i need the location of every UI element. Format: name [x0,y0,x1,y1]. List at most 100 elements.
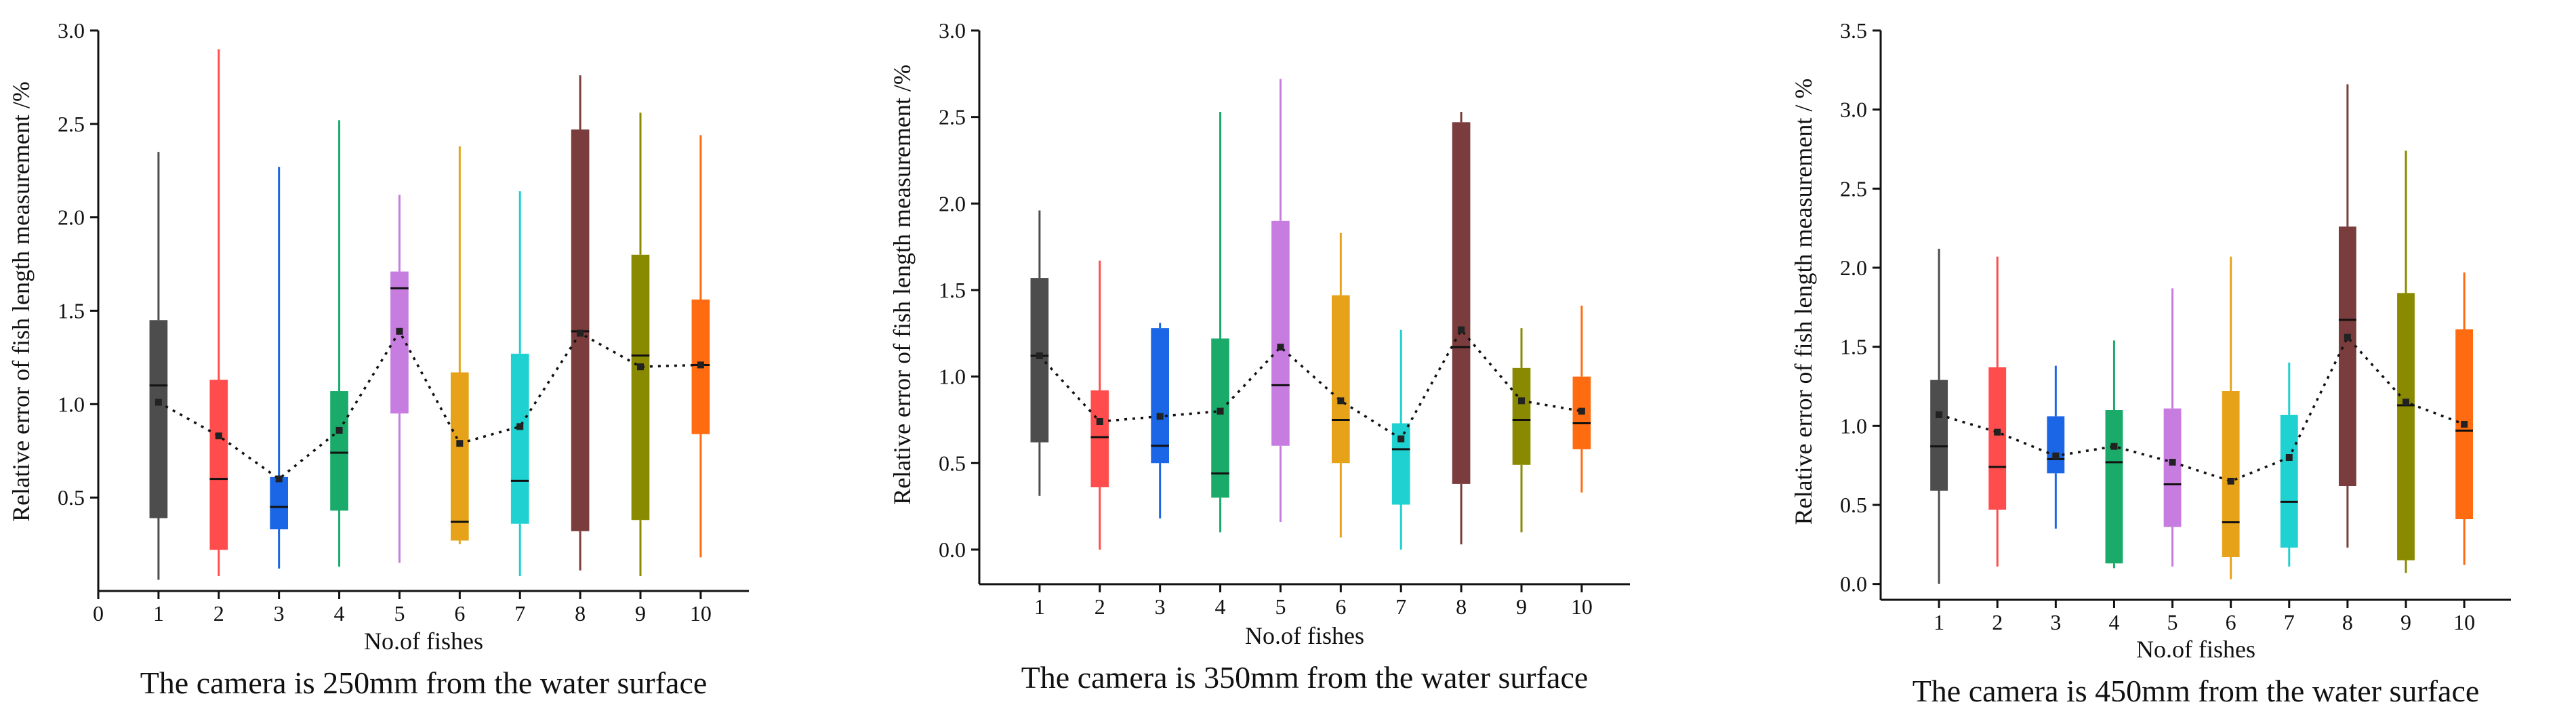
x-axis-title: No.of fishes [2136,636,2255,663]
y-tick-label: 0.5 [1840,493,1867,517]
mean-marker [215,432,222,440]
box-fish-8 [2338,84,2356,548]
box-fish-10 [691,135,710,558]
y-tick-label: 2.0 [1840,256,1867,280]
x-tick-label: 9 [1516,594,1527,619]
mean-marker [1036,352,1043,359]
y-axis-title: Relative error of fish length measuremen… [888,64,916,505]
box-iqr [1988,367,2007,510]
box-iqr [2338,226,2356,486]
box-iqr [1151,328,1169,464]
x-tick-label: 10 [2453,610,2475,634]
x-tick-label: 9 [635,601,646,626]
x-tick-label: 6 [2226,610,2236,634]
mean-trend-line [158,329,701,481]
x-tick-label: 3 [274,601,285,626]
mean-trend-line [1938,335,2465,483]
y-tick-label: 3.0 [939,18,966,43]
box-iqr [510,353,529,524]
box-iqr [1332,295,1350,464]
mean-marker [1578,407,1585,415]
x-tick-label: 8 [1456,594,1467,619]
x-tick-label: 9 [2400,610,2411,634]
box-fish-8 [571,75,590,571]
x-tick-label: 2 [1992,610,2003,634]
y-tick-label: 2.5 [58,112,85,136]
box-fish-2 [1090,260,1109,550]
box-iqr [1930,380,1948,491]
box-fish-5 [2163,288,2182,567]
box-fish-1 [1930,249,1948,584]
box-iqr [330,391,348,511]
mean-marker [2169,459,2176,466]
y-tick-label: 1.5 [58,299,85,323]
mean-marker [1217,407,1224,415]
box-fish-1 [1030,210,1049,496]
box-iqr [1030,278,1049,443]
x-tick-label: 2 [213,601,224,626]
mean-marker [2285,454,2293,461]
mean-marker [1096,418,1103,426]
y-tick-label: 1.5 [1840,335,1867,359]
box-fish-6 [451,146,469,545]
box-fish-1 [149,152,168,580]
mean-marker [335,426,343,434]
box-fish-5 [390,195,409,563]
box-fish-3 [1151,323,1169,518]
mean-trend-line [1038,327,1582,441]
mean-marker [577,329,584,337]
box-fish-10 [1572,305,1591,493]
y-tick-label: 1.5 [939,278,966,302]
box-iqr [1512,367,1531,465]
x-tick-label: 5 [2167,610,2178,634]
mean-marker [1518,397,1525,405]
mean-marker [2461,421,2468,428]
mean-marker [2052,452,2060,459]
box-iqr [451,372,469,541]
mean-marker [1337,397,1345,405]
box-fish-8 [1452,111,1471,545]
mean-marker [1458,326,1465,333]
box-fish-9 [631,113,650,576]
box-fish-6 [2222,256,2240,579]
y-tick-label: 0.5 [58,485,85,510]
mean-marker [1994,428,2001,436]
box-iqr [2163,408,2182,527]
box-fish-6 [1332,232,1350,538]
y-tick-label: 2.5 [1840,176,1867,201]
y-tick-label: 1.0 [1840,413,1867,438]
box-fish-9 [1512,328,1531,533]
box-fish-4 [330,120,348,567]
x-tick-label: 1 [1034,594,1045,619]
x-tick-label: 7 [1395,594,1406,619]
box-fish-9 [2397,150,2415,573]
mean-marker [155,399,162,406]
box-iqr [1452,122,1471,484]
box-fish-3 [2047,365,2065,529]
y-tick-label: 2.0 [58,205,85,230]
y-tick-label: 3.0 [1840,98,1867,122]
x-tick-label: 2 [1095,594,1105,619]
box-iqr [149,320,168,518]
y-axis-title: Relative error of fish length measuremen… [1790,79,1817,525]
x-tick-label: 4 [334,601,345,626]
panel-250mm: Relative error of fish length measuremen… [7,18,749,700]
box-fish-10 [2455,272,2474,565]
mean-marker [1936,411,1943,418]
x-tick-label: 5 [394,601,405,626]
box-iqr [1271,220,1290,446]
mean-marker [1156,413,1164,420]
box-fish-5 [1271,79,1290,523]
mean-marker [2344,333,2351,341]
chart-caption: The camera is 250mm from the water surfa… [140,666,708,700]
x-tick-label: 0 [93,601,104,626]
box-iqr [2280,415,2298,548]
x-tick-label: 6 [1335,594,1346,619]
mean-marker [2403,399,2409,406]
y-tick-label: 3.0 [58,18,85,43]
box-iqr [631,254,650,520]
panel-350mm: Relative error of fish length measuremen… [888,18,1630,695]
x-tick-label: 10 [1571,594,1593,619]
box-iqr [390,271,409,414]
box-iqr [2397,293,2415,560]
